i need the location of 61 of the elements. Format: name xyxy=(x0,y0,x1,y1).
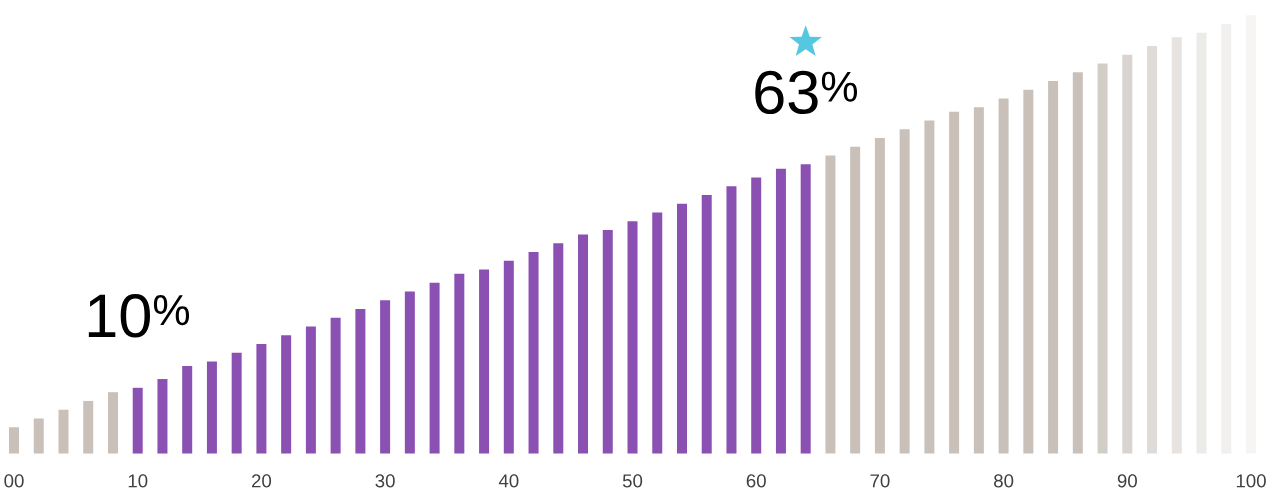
bar xyxy=(998,98,1009,454)
bar xyxy=(578,234,589,454)
bar xyxy=(528,251,539,454)
bar xyxy=(107,392,118,454)
bar xyxy=(281,335,292,454)
bar xyxy=(652,212,663,454)
bar xyxy=(157,379,168,454)
x-tick-label: 40 xyxy=(498,474,519,488)
bar xyxy=(726,186,737,454)
bar xyxy=(825,155,836,454)
bar xyxy=(454,273,465,454)
bar xyxy=(924,120,935,454)
bar xyxy=(380,300,391,454)
bar xyxy=(553,243,564,454)
bar xyxy=(83,400,94,454)
bar xyxy=(1122,54,1133,454)
x-tick-label: 10 xyxy=(128,474,148,488)
bar xyxy=(9,427,20,454)
bar xyxy=(800,164,811,454)
bar xyxy=(1097,63,1108,454)
bar xyxy=(627,221,638,454)
x-tick-label: 50 xyxy=(622,474,643,488)
bar xyxy=(850,146,861,454)
bar xyxy=(33,418,44,454)
x-tick-label: 100 xyxy=(1236,474,1266,488)
bar xyxy=(602,230,613,454)
bar xyxy=(404,291,415,454)
annotation: 63$^{%}$ xyxy=(755,70,858,115)
bar xyxy=(231,352,242,454)
bar xyxy=(874,138,885,454)
bar xyxy=(206,361,217,454)
bar xyxy=(182,365,193,454)
bar xyxy=(775,168,786,454)
bar xyxy=(355,308,366,454)
bar xyxy=(676,203,687,454)
bar xyxy=(751,177,762,454)
x-tick-label: 80 xyxy=(994,474,1014,488)
bar xyxy=(1023,89,1034,454)
bar xyxy=(899,129,910,454)
bar xyxy=(1048,81,1059,454)
x-tick-label: 60 xyxy=(746,474,766,488)
x-tick-label: 00 xyxy=(4,474,24,488)
bar xyxy=(330,317,341,454)
bar xyxy=(256,343,267,454)
bar xyxy=(701,194,712,454)
bar xyxy=(58,409,69,454)
bar xyxy=(1171,37,1182,454)
bar xyxy=(132,387,143,454)
bar xyxy=(429,282,440,454)
bar xyxy=(503,260,514,454)
annotation: 10$^{%}$ xyxy=(88,294,190,338)
bar xyxy=(305,326,316,454)
x-tick-label: 70 xyxy=(870,474,890,488)
bar xyxy=(973,107,984,454)
bar xyxy=(479,269,490,454)
x-tick-label: 20 xyxy=(251,474,272,488)
bar xyxy=(1072,72,1083,454)
bar xyxy=(1147,45,1158,454)
x-tick-label: 30 xyxy=(375,474,395,488)
x-tick-label: 90 xyxy=(1117,474,1137,488)
bar xyxy=(949,111,960,454)
